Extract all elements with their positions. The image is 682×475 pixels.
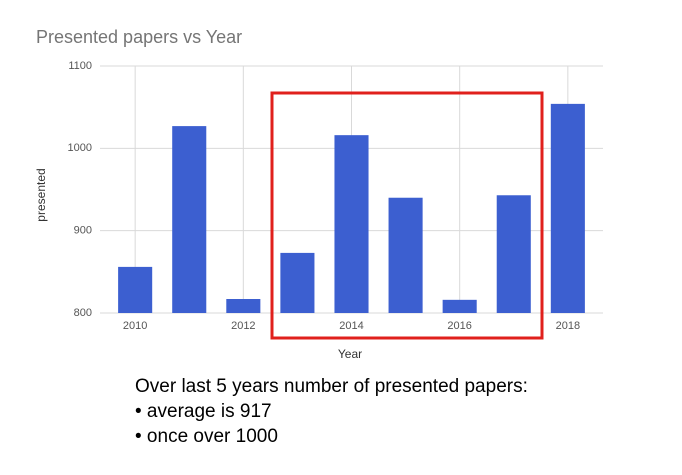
- bar: [442, 299, 477, 313]
- x-axis-label: Year: [338, 347, 362, 361]
- annotation: • average is 917: [135, 401, 272, 422]
- x-tick-label: 2012: [231, 320, 255, 332]
- annotation: • once over 1000: [135, 426, 278, 447]
- highlight-box: [270, 91, 544, 340]
- bar: [550, 103, 585, 313]
- plot-area: 800 900 1000 1100 2010 2012 2014 2016 2018: [68, 60, 603, 332]
- bar: [226, 299, 261, 313]
- bar: [118, 266, 153, 313]
- bar: [496, 195, 531, 313]
- x-tick-label: 2018: [556, 320, 580, 332]
- y-axis-label: presented: [34, 168, 48, 221]
- y-tick-label: 800: [74, 307, 92, 319]
- annotation: Over last 5 years number of presented pa…: [135, 376, 528, 397]
- x-tick-label: 2016: [447, 320, 471, 332]
- bar: [172, 126, 207, 313]
- x-tick-label: 2010: [123, 320, 147, 332]
- y-tick-label: 1000: [68, 142, 92, 154]
- bar: [280, 252, 315, 313]
- y-tick-label: 1100: [68, 60, 92, 72]
- chart-title: Presented papers vs Year: [36, 27, 242, 47]
- bar: [334, 135, 369, 313]
- y-tick-label: 900: [74, 225, 92, 237]
- bar: [388, 197, 423, 313]
- x-tick-label: 2014: [339, 320, 363, 332]
